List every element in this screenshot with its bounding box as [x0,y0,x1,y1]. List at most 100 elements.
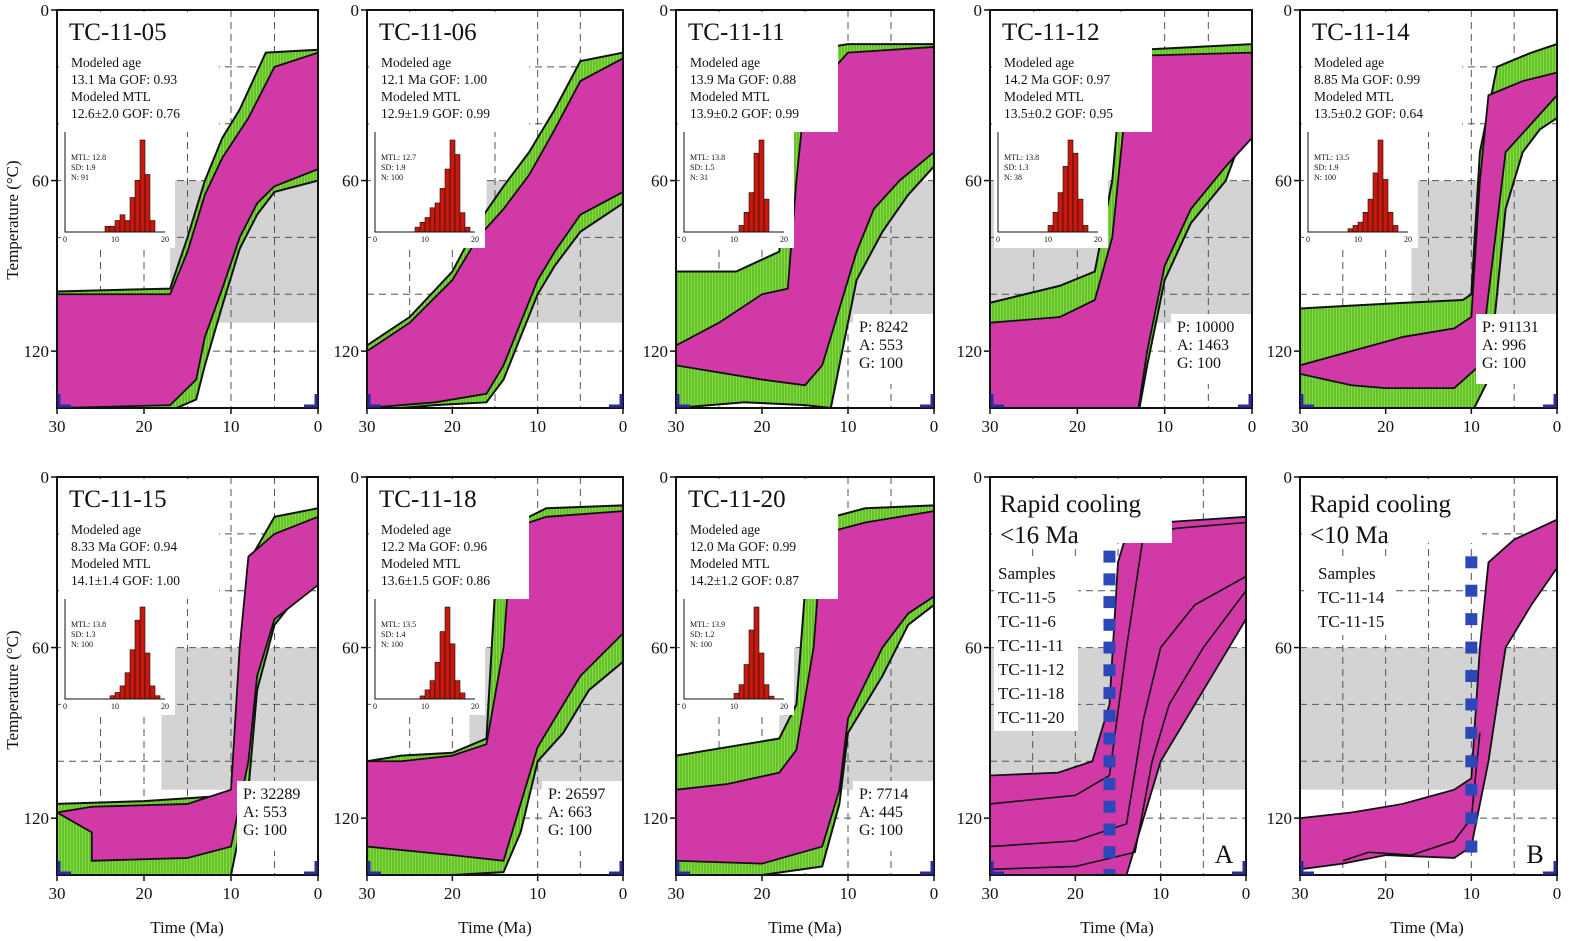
good-fit-envelope [57,51,318,408]
corner-bracket [920,394,934,408]
histogram-bar [1377,139,1384,233]
x-tick-label: 0 [619,884,628,903]
histogram-tick-label: 20 [780,235,788,244]
histogram-bar [119,214,126,233]
histogram-tick-label: 10 [730,235,738,244]
model-info-line: 14.1±1.4 GOF: 1.00 [71,573,180,588]
histogram-tick-label: 0 [63,702,67,711]
histogram-bar [1072,152,1079,233]
histogram-bar [109,225,116,233]
run-stat: P: 26597 [548,786,605,803]
model-info-line: Modeled MTL [71,89,151,104]
histogram-bar [1352,225,1359,233]
y-tick-label: 0 [974,468,983,487]
model-info-line: Modeled age [381,522,451,537]
x-tick-label: 0 [1553,417,1562,436]
plot-area [57,477,318,875]
histogram-stat: N: 91 [71,173,89,182]
histogram-bar [449,139,456,233]
histogram-tick-label: 10 [421,235,429,244]
histogram-bar [1052,211,1059,233]
histogram-tick-label: 0 [373,235,377,244]
histogram-bar [449,643,456,700]
histogram-stat: N: 100 [381,640,403,649]
run-stat: G: 100 [243,822,287,839]
y-tick-label: 60 [342,639,359,658]
model-info-line: Modeled age [381,55,451,70]
y-tick-label: 0 [41,1,50,20]
plot-area [1300,477,1557,875]
run-stat: P: 32289 [243,786,300,803]
histogram-stat: MTL: 13.9 [690,620,725,629]
panel-frame [675,9,935,409]
histogram-bar [454,154,461,233]
panel-title: TC-11-06 [379,19,477,46]
sample-list-item: TC-11-18 [998,684,1064,703]
corner-bracket [304,394,318,408]
time-marker [1103,846,1116,859]
time-marker [1465,670,1478,682]
panel-letter: B [1526,840,1543,869]
model-info-line: Modeled age [1314,55,1384,70]
corner-bracket [990,861,1004,875]
x-tick-label: 10 [1463,884,1480,903]
run-stat: G: 100 [548,822,592,839]
model-info-line: 8.85 Ma GOF: 0.99 [1314,72,1420,87]
corner-bracket [1232,861,1246,875]
panel-3: 30 20 10 0 0 60 120 TC-11-11 Modeled age 13.9 Ma … [643,1,939,436]
histogram-bar [124,220,131,233]
histogram-bar [763,198,770,233]
model-info-line: Modeled MTL [690,89,770,104]
histogram-stat: SD: 1.5 [690,163,714,172]
histogram-axes [374,599,475,700]
y-tick-label: 0 [660,468,669,487]
histogram-bar [144,174,151,233]
time-marker [1103,709,1116,722]
x-tick-label: 30 [982,884,999,903]
histogram-tick-label: 20 [1094,235,1102,244]
time-marker [1103,687,1116,700]
panel-subtitle: <10 Ma [1310,522,1389,549]
x-tick-label: 30 [1292,884,1309,903]
panel-10: 30 20 10 0 0 60 120 Rapid cooling <10 Ma Samples T… [1267,468,1562,903]
corner-bracket [920,861,934,875]
histogram-bar [758,652,765,700]
panel-6: 30 20 10 0 0 60 120 TC-11-15 Modeled age 8.33 Ma … [24,468,323,903]
model-info-line: 12.2 Ma GOF: 0.96 [381,539,487,554]
panel-2: 30 20 10 0 0 60 120 TC-11-06 Modeled age 12.1 Ma … [334,1,628,436]
histogram-bar [134,619,141,700]
panel-4: 30 20 10 0 0 60 120 TC-11-12 Modeled age 14.2 Ma … [957,1,1257,436]
histogram-axes [1307,132,1408,233]
histogram-bar [748,192,755,233]
histogram-bar [424,689,431,700]
good-fit-envelope [367,510,623,862]
run-stat: P: 91131 [1482,319,1539,336]
panel-1: 30 20 10 0 0 60 120 TC-11-05 Modeled age 13.1 Ma … [24,1,323,436]
info-box [678,479,838,599]
info-box [678,12,838,132]
histogram-stat: SD: 1.9 [71,163,95,172]
histogram-tick-label: 10 [1354,235,1362,244]
histogram-stat: SD: 1.9 [1314,163,1338,172]
histogram-tick-label: 10 [1044,235,1052,244]
x-tick-label: 20 [1377,417,1394,436]
corner-bracket [676,394,690,408]
panel-title: TC-11-12 [1002,19,1100,46]
y-tick-label: 0 [660,1,669,20]
histogram-bar [439,631,446,700]
panel-letter: A [1215,840,1234,869]
stats-box [853,781,933,851]
model-info-line: Modeled MTL [381,556,461,571]
good-fit-envelope [990,51,1252,408]
histogram-bar [444,168,451,233]
y-tick-label: 0 [351,468,360,487]
histogram-bar [144,652,151,700]
x-tick-label: 20 [754,884,771,903]
info-box [369,12,529,132]
histogram-stat: MTL: 12.7 [381,153,416,162]
info-box [992,12,1152,132]
histogram-bar [419,222,426,233]
panel-title: TC-11-20 [688,486,786,513]
x-tick-label: 20 [444,417,461,436]
x-axis-label-4: Time (Ma) [1080,918,1154,937]
